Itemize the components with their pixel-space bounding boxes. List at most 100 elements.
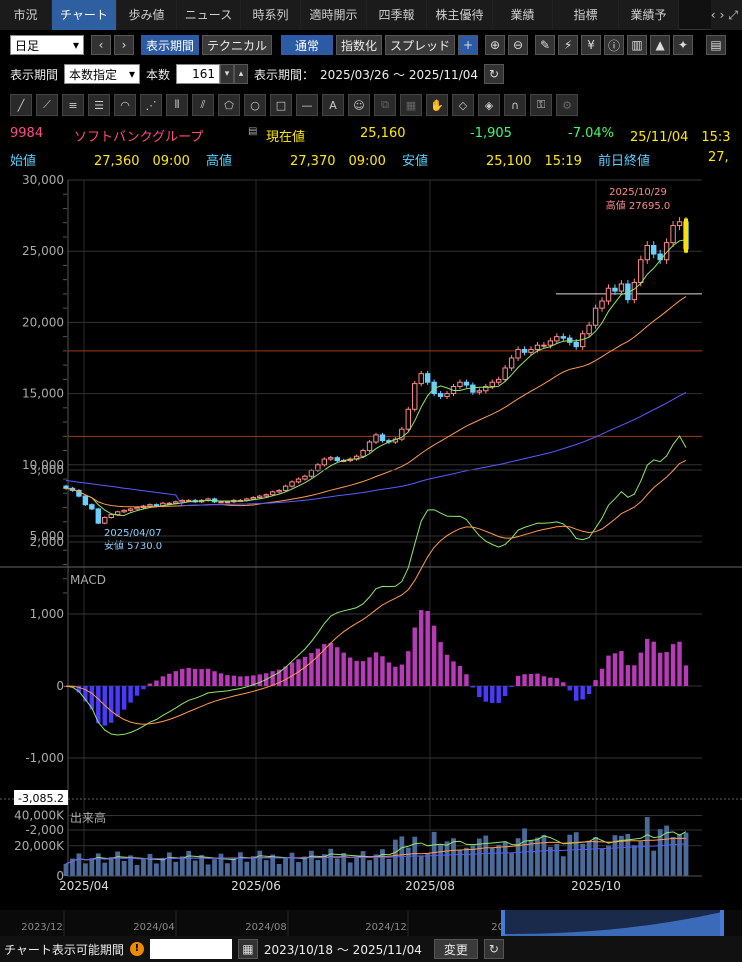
arc-icon[interactable]: ◠ xyxy=(114,94,136,116)
paste-icon[interactable]: ▦ xyxy=(400,94,422,116)
volume-bar xyxy=(321,854,327,876)
tab-10[interactable]: 業績予 xyxy=(619,0,679,30)
spread-button[interactable]: スプレッド xyxy=(385,35,456,55)
ruler-icon[interactable]: ⟋ xyxy=(36,94,58,116)
tab-6[interactable]: 四季報 xyxy=(367,0,427,30)
macd-histogram-bar xyxy=(335,647,340,686)
normal-button[interactable]: 通常 xyxy=(281,35,334,55)
change-button[interactable]: 変更 xyxy=(433,939,478,959)
refresh-icon[interactable]: ↻ xyxy=(484,64,505,84)
period-select[interactable]: 日足 ▾ xyxy=(10,35,84,55)
tab-5[interactable]: 適時開示 xyxy=(301,0,367,30)
eraser-icon[interactable]: ◇ xyxy=(452,94,474,116)
trendline-icon[interactable]: ╱ xyxy=(10,94,32,116)
macd-histogram-bar xyxy=(677,641,682,686)
vlines-icon[interactable]: ⦀ xyxy=(166,94,188,116)
change-value: -1,905 xyxy=(470,126,512,141)
macd-histogram-bar xyxy=(612,653,618,686)
volume-bar xyxy=(218,853,224,876)
macd-tick-label: -1,000 xyxy=(25,751,64,765)
tab-0[interactable]: 市況 xyxy=(0,0,52,30)
channel-icon[interactable]: ⫽ xyxy=(192,94,214,116)
add-button[interactable]: + xyxy=(458,35,479,55)
volume-bar xyxy=(154,863,159,876)
wrench-icon[interactable]: ✦ xyxy=(673,35,694,55)
candle-settings-icon[interactable]: ▥ xyxy=(627,35,648,55)
expand-icon[interactable]: ⤢ xyxy=(728,7,738,22)
volume-bar xyxy=(354,856,360,876)
tab-4[interactable]: 時系列 xyxy=(241,0,301,30)
macd-histogram-bar xyxy=(535,673,540,686)
gear-icon[interactable]: ⚙ xyxy=(556,94,578,116)
open-label: 始値 xyxy=(10,154,37,169)
tab-9[interactable]: 指標 xyxy=(553,0,619,30)
candle xyxy=(134,507,140,510)
technical-button[interactable]: テクニカル xyxy=(202,35,273,55)
fan-icon[interactable]: ⋰ xyxy=(140,94,162,116)
macd-histogram-bar xyxy=(444,654,450,686)
area-chart-icon[interactable]: ▲ xyxy=(650,35,671,55)
tab-3[interactable]: ニュース xyxy=(177,0,241,30)
quote-row-1: 9984 ソフトバンクグループ ▤ 現在値 25,160 -1,905 -7.0… xyxy=(0,124,742,146)
erase-all-icon[interactable]: ◈ xyxy=(478,94,500,116)
volume-bar xyxy=(108,857,114,876)
next-button[interactable]: › xyxy=(114,35,134,55)
fib-icon[interactable]: ☰ xyxy=(88,94,110,116)
price-tick-label: 30,000 xyxy=(22,173,64,187)
stamp-icon[interactable]: ☺ xyxy=(348,94,370,116)
zoom-out-icon[interactable]: ⊖ xyxy=(508,35,529,55)
rectangle-icon[interactable]: □ xyxy=(270,94,292,116)
tab-8[interactable]: 業績 xyxy=(493,0,553,30)
calendar-icon[interactable]: ▦ xyxy=(237,939,258,959)
lock-icon[interactable]: ⚿ xyxy=(530,94,552,116)
print-icon[interactable]: ▤ xyxy=(706,35,727,55)
refresh-icon[interactable]: ↻ xyxy=(483,939,504,959)
macd-histogram-bar xyxy=(134,686,140,696)
tab-prev-button[interactable]: ‹ xyxy=(710,8,716,22)
zoom-in-icon[interactable]: ⊕ xyxy=(485,35,506,55)
prev-button[interactable]: ‹ xyxy=(91,35,111,55)
main-toolbar: 日足 ▾ ‹ › 表示期間 テクニカル 通常 指数化 スプレッド + ⊕ ⊖ ✎ … xyxy=(0,31,742,59)
volume-bar xyxy=(63,863,69,876)
index-button[interactable]: 指数化 xyxy=(336,35,383,55)
pentagon-icon[interactable]: ⬠ xyxy=(218,94,240,116)
copy-icon[interactable]: ⧉ xyxy=(374,94,396,116)
low-label: 安値 xyxy=(402,154,429,169)
stock-chart[interactable]: 30,000 25,000 20,000 15,000 10,000 5,000 2025/… xyxy=(0,0,742,936)
doc-icon[interactable]: ▤ xyxy=(248,126,258,137)
candle xyxy=(147,504,153,507)
tab-2[interactable]: 歩み値 xyxy=(117,0,177,30)
pencil-icon[interactable]: ✎ xyxy=(535,35,556,55)
navigator-handle-left xyxy=(501,910,505,936)
count-stepper-up[interactable]: ▴ xyxy=(234,64,249,84)
date-input[interactable] xyxy=(149,939,232,959)
volume-bar xyxy=(405,847,411,876)
hand-icon[interactable]: ✋ xyxy=(426,94,448,116)
display-period-button[interactable]: 表示期間 xyxy=(141,35,200,55)
volume-tick-label: 0 xyxy=(56,869,64,883)
macd-histogram-bar xyxy=(522,674,527,686)
count-stepper-down[interactable]: ▾ xyxy=(220,64,235,84)
text-icon[interactable]: A xyxy=(322,94,344,116)
tab-next-button[interactable]: › xyxy=(719,8,725,22)
macd-histogram-bar xyxy=(477,686,482,698)
count-input[interactable]: 161 xyxy=(176,64,221,84)
info-icon[interactable]: ⓘ xyxy=(604,35,625,55)
yen-icon[interactable]: ¥ xyxy=(581,35,602,55)
candle xyxy=(373,434,379,443)
high-value: 27,370 09:00 xyxy=(290,154,386,169)
circle-icon[interactable]: ○ xyxy=(244,94,266,116)
chart-edit-icon[interactable]: ⚡ xyxy=(558,35,579,55)
volume-bar xyxy=(205,864,211,876)
macd-histogram-bar xyxy=(244,676,250,686)
macd-histogram-bar xyxy=(154,680,159,686)
macd-histogram-bar xyxy=(121,686,127,710)
hline-icon[interactable]: — xyxy=(296,94,318,116)
hlines-icon[interactable]: ≡ xyxy=(62,94,84,116)
magnet-icon[interactable]: ∩ xyxy=(504,94,526,116)
tab-7[interactable]: 株主優待 xyxy=(427,0,493,30)
tab-1[interactable]: チャート xyxy=(52,0,117,30)
volume-bar xyxy=(347,862,353,876)
count-mode-select[interactable]: 本数指定 ▾ xyxy=(64,64,141,84)
macd-histogram-bar xyxy=(83,686,88,702)
